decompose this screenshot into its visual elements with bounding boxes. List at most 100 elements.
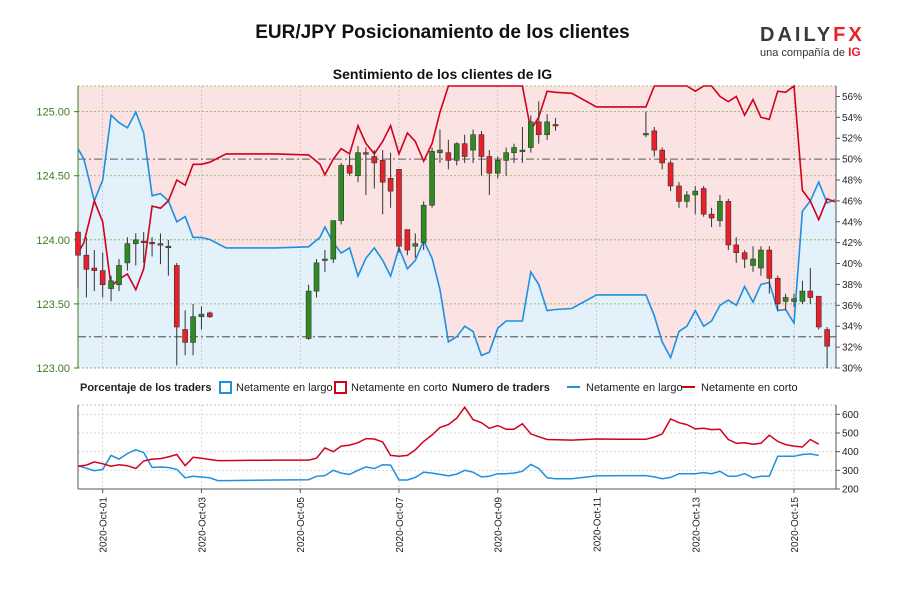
candle-up (330, 220, 337, 260)
candle-up (338, 165, 345, 221)
candle-up (116, 265, 122, 285)
pct-tick-label: 36% (842, 301, 862, 312)
candle-down (478, 134, 485, 157)
candle-up (355, 152, 361, 177)
candle-up (305, 290, 312, 339)
candle-down (91, 267, 98, 271)
logo-tagline: una compañía de (760, 47, 846, 59)
candle-down (552, 124, 559, 127)
legend-swatch-long (219, 381, 232, 394)
price-tick-label: 124.00 (36, 235, 70, 247)
candle-up (511, 147, 517, 153)
candle-down (676, 185, 682, 202)
price-tick-label: 123.50 (36, 299, 70, 311)
candle-down (766, 249, 773, 279)
candle-down (83, 254, 90, 270)
candle-down (700, 188, 707, 215)
x-tick-label: 2020-Oct-07 (395, 497, 406, 553)
candle-up (429, 151, 435, 206)
candle-up (782, 297, 789, 302)
candle-down (182, 329, 188, 343)
x-tick-label: 2020-Oct-03 (197, 497, 208, 553)
price-tick-label: 124.50 (36, 171, 70, 183)
candle-down (363, 152, 369, 155)
candle-up (470, 134, 476, 151)
pct-tick-label: 38% (842, 280, 862, 291)
candle-up (132, 239, 139, 244)
candle-down (708, 213, 715, 219)
candle-down (667, 162, 674, 187)
pct-tick-label: 52% (842, 134, 862, 145)
candle-up (717, 201, 723, 221)
legend-title-count: Numero de traders (452, 382, 550, 394)
candle-down (173, 265, 180, 328)
candle-up (643, 133, 649, 136)
candle-up (503, 152, 509, 161)
chart-title: EUR/JPY Posicionamiento de los clientes (255, 22, 630, 43)
x-tick-label: 2020-Oct-01 (99, 497, 110, 553)
candle-up (322, 258, 328, 261)
legend-count-label-short: Netamente en corto (701, 382, 798, 394)
candle-down (99, 270, 106, 285)
pct-tick-label: 54% (842, 113, 862, 124)
price-tick-label: 125.00 (36, 107, 70, 119)
candle-up (190, 316, 196, 343)
count-line-short (77, 405, 820, 470)
candle-down (387, 177, 394, 192)
candle-down (486, 156, 493, 174)
candle-down (379, 160, 386, 183)
candle-down (396, 169, 402, 247)
pct-tick-label: 32% (842, 343, 862, 354)
pct-tick-label: 50% (842, 155, 862, 166)
dailyfx-logo: DAILYFX una compañía de IG (760, 24, 870, 59)
candle-up (799, 290, 806, 302)
candle-up (519, 149, 526, 152)
legend-swatch-short (334, 381, 347, 394)
candle-up (124, 243, 131, 264)
candle-up (494, 160, 501, 174)
candle-up (420, 204, 427, 243)
pct-tick-label: 46% (842, 196, 862, 207)
pct-tick-label: 34% (842, 322, 862, 333)
count-tick-label: 200 (842, 485, 859, 496)
candle-up (453, 143, 460, 161)
candle-down (807, 290, 814, 298)
candle-down (140, 240, 147, 243)
candle-up (108, 280, 114, 289)
chart-subtitle: Sentimiento de los clientes de IG (332, 66, 553, 82)
candle-up (791, 298, 797, 302)
candle-down (346, 165, 353, 174)
x-tick-label: 2020-Oct-09 (494, 497, 505, 553)
pct-tick-label: 40% (842, 259, 862, 270)
candle-up (437, 149, 443, 153)
candle-down (535, 121, 542, 136)
pct-tick-label: 30% (842, 364, 862, 375)
candle-up (544, 121, 550, 136)
legend-title-pct: Porcentaje de los traders (80, 382, 211, 394)
candle-down (371, 156, 378, 164)
count-tick-label: 300 (842, 466, 859, 477)
candle-down (774, 277, 781, 305)
candle-down (725, 201, 732, 246)
candle-down (404, 229, 411, 251)
pct-tick-label: 56% (842, 92, 862, 103)
x-tick-label: 2020-Oct-11 (593, 497, 604, 552)
candle-down (741, 252, 748, 260)
candle-down (157, 243, 164, 246)
candle-down (659, 149, 665, 164)
logo-daily: DAILY (760, 24, 834, 46)
count-tick-label: 400 (842, 447, 859, 458)
candle-up (758, 249, 764, 269)
count-tick-label: 600 (842, 410, 859, 421)
legend-count-label-long: Netamente en largo (586, 382, 683, 394)
pct-tick-label: 42% (842, 238, 862, 249)
pct-tick-label: 48% (842, 176, 862, 187)
candle-down (75, 231, 81, 256)
candle-up (165, 245, 172, 249)
candle-up (198, 313, 205, 318)
price-tick-label: 123.00 (36, 363, 70, 375)
candle-up (412, 243, 419, 247)
candle-down (824, 329, 830, 347)
net-long-pct-line (77, 110, 836, 360)
candle-down (149, 242, 155, 245)
